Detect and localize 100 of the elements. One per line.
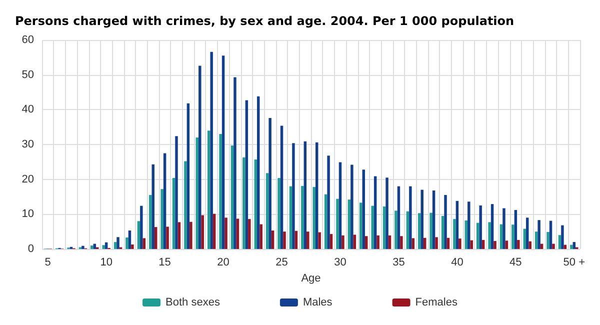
bar — [360, 202, 362, 249]
bar — [468, 202, 470, 249]
x-tick-label: 25 — [276, 256, 288, 268]
bar — [289, 186, 292, 249]
bar — [572, 242, 576, 249]
bar — [201, 215, 204, 249]
bar — [494, 240, 496, 249]
bar — [131, 244, 134, 249]
bar — [502, 208, 506, 249]
bar — [271, 230, 274, 249]
bar — [219, 134, 222, 249]
bar — [512, 224, 514, 249]
bar — [154, 227, 158, 249]
legend-label: Females — [415, 296, 458, 308]
x-axis-title: Age — [301, 272, 321, 284]
bar — [538, 220, 540, 249]
bar — [330, 234, 333, 249]
bar — [348, 200, 351, 249]
y-tick-label: 0 — [28, 243, 34, 255]
bar — [482, 240, 485, 249]
bar — [476, 222, 480, 249]
bar — [570, 244, 573, 249]
bar — [163, 153, 166, 249]
bar — [409, 186, 412, 249]
bar — [278, 178, 280, 249]
bar — [178, 222, 181, 249]
x-tick-label: 30 — [334, 256, 346, 268]
bar — [207, 130, 210, 249]
bar — [342, 235, 344, 249]
bar — [488, 222, 491, 249]
bar — [552, 244, 555, 249]
bar — [546, 232, 550, 249]
bar — [142, 238, 146, 249]
bar — [114, 242, 117, 249]
x-tick-label: 35 — [392, 256, 405, 268]
x-tick-label: 10 — [100, 256, 112, 268]
bar — [528, 241, 532, 249]
bar — [196, 138, 199, 249]
bar — [362, 170, 365, 249]
bar — [327, 156, 330, 249]
bar — [388, 235, 392, 249]
bar — [338, 162, 342, 249]
bar — [242, 157, 246, 249]
bar — [318, 232, 321, 249]
bar — [160, 189, 164, 249]
bar — [254, 159, 258, 249]
bar — [394, 210, 398, 249]
y-tick-label: 60 — [22, 34, 34, 46]
chart-title: Persons charged with crimes, by sex and age. 2004. Per 1 000 population — [15, 14, 514, 28]
bar — [453, 219, 456, 249]
bar — [312, 186, 316, 249]
bar — [376, 235, 380, 249]
bar — [397, 186, 400, 249]
bar — [500, 224, 503, 249]
bar — [184, 161, 187, 249]
bar — [400, 236, 403, 249]
bar — [190, 222, 192, 249]
bar — [374, 176, 377, 249]
bar — [561, 225, 564, 249]
bar — [236, 218, 240, 249]
bar — [514, 210, 518, 249]
bar — [350, 164, 354, 249]
bar — [266, 173, 269, 249]
bar — [382, 206, 386, 249]
bar — [418, 213, 421, 249]
bar — [257, 96, 260, 249]
bar — [304, 141, 307, 249]
bar — [128, 230, 132, 249]
bar — [306, 232, 310, 249]
bar — [260, 224, 262, 249]
bar — [166, 226, 169, 249]
bar — [175, 136, 178, 249]
bar — [186, 103, 190, 249]
bar — [456, 200, 459, 249]
bar — [294, 230, 298, 249]
bar — [490, 204, 494, 249]
bar — [324, 194, 328, 249]
bar — [441, 216, 444, 249]
bar — [526, 218, 529, 249]
y-tick-label: 40 — [22, 104, 34, 116]
bar — [224, 218, 228, 249]
bar — [283, 232, 286, 249]
bar — [336, 198, 339, 249]
bar — [364, 236, 368, 249]
y-tick-label: 30 — [22, 138, 34, 150]
bar — [301, 186, 304, 249]
bar — [371, 206, 374, 249]
bar — [230, 146, 234, 249]
x-tick-label: 50 + — [563, 256, 586, 268]
bar — [90, 246, 94, 249]
bar — [464, 220, 468, 249]
bar — [505, 240, 508, 249]
bar — [432, 190, 436, 249]
bar — [549, 220, 552, 249]
y-tick-label: 10 — [22, 208, 34, 220]
bar — [268, 118, 272, 249]
bar — [446, 238, 450, 249]
bar — [444, 195, 447, 249]
bar — [116, 237, 120, 249]
x-tick-label: 40 — [451, 256, 464, 268]
